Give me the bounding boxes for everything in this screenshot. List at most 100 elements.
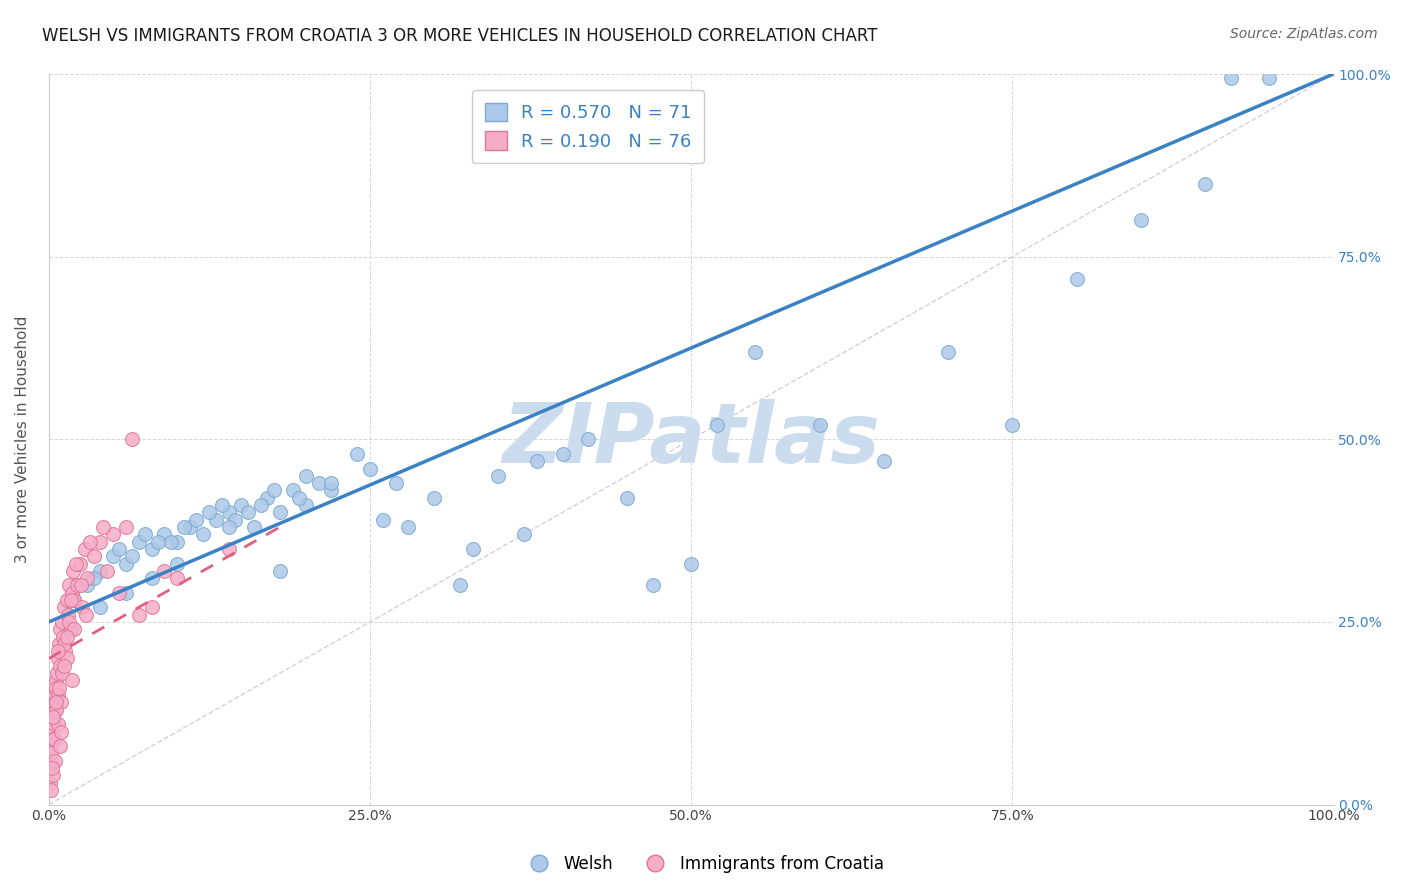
Legend: R = 0.570   N = 71, R = 0.190   N = 76: R = 0.570 N = 71, R = 0.190 N = 76 — [472, 90, 704, 163]
Point — [576, 433, 599, 447]
Point — [76, 578, 98, 592]
Point — [51, 666, 73, 681]
Point — [91, 520, 114, 534]
Point — [101, 527, 124, 541]
Point — [141, 541, 163, 556]
Point — [45, 673, 67, 688]
Point — [146, 534, 169, 549]
Point — [39, 783, 62, 797]
Point — [198, 505, 221, 519]
Point — [55, 593, 77, 607]
Point — [49, 739, 72, 754]
Point — [1001, 417, 1024, 432]
Point — [204, 513, 226, 527]
Point — [308, 476, 330, 491]
Point — [69, 557, 91, 571]
Point — [44, 703, 66, 717]
Point — [808, 417, 831, 432]
Point — [48, 681, 70, 695]
Point — [51, 615, 73, 629]
Point — [83, 549, 105, 564]
Point — [321, 483, 343, 498]
Point — [173, 520, 195, 534]
Text: WELSH VS IMMIGRANTS FROM CROATIA 3 OR MORE VEHICLES IN HOUSEHOLD CORRELATION CHA: WELSH VS IMMIGRANTS FROM CROATIA 3 OR MO… — [42, 27, 877, 45]
Point — [49, 695, 72, 709]
Point — [191, 527, 214, 541]
Point — [423, 491, 446, 505]
Point — [128, 534, 150, 549]
Point — [56, 630, 79, 644]
Point — [294, 498, 316, 512]
Point — [41, 710, 63, 724]
Point — [48, 688, 70, 702]
Point — [39, 739, 62, 754]
Point — [616, 491, 638, 505]
Point — [269, 564, 291, 578]
Point — [45, 695, 67, 709]
Point — [166, 571, 188, 585]
Point — [1066, 271, 1088, 285]
Point — [1219, 70, 1241, 85]
Point — [321, 476, 343, 491]
Point — [89, 564, 111, 578]
Point — [744, 344, 766, 359]
Point — [179, 520, 201, 534]
Point — [128, 607, 150, 622]
Point — [63, 593, 86, 607]
Point — [114, 586, 136, 600]
Point — [681, 557, 703, 571]
Point — [384, 476, 406, 491]
Point — [256, 491, 278, 505]
Point — [159, 534, 181, 549]
Point — [65, 557, 87, 571]
Point — [83, 571, 105, 585]
Point — [42, 731, 65, 746]
Point — [39, 775, 62, 789]
Point — [42, 710, 65, 724]
Legend: Welsh, Immigrants from Croatia: Welsh, Immigrants from Croatia — [516, 848, 890, 880]
Point — [166, 557, 188, 571]
Point — [63, 593, 86, 607]
Point — [46, 666, 69, 681]
Point — [66, 578, 89, 592]
Point — [359, 461, 381, 475]
Point — [346, 447, 368, 461]
Point — [398, 520, 420, 534]
Point — [108, 586, 131, 600]
Point — [41, 747, 63, 761]
Point — [75, 607, 97, 622]
Point — [53, 600, 76, 615]
Point — [45, 703, 67, 717]
Point — [218, 505, 240, 519]
Point — [114, 520, 136, 534]
Point — [48, 658, 70, 673]
Point — [60, 673, 83, 688]
Point — [141, 571, 163, 585]
Point — [76, 571, 98, 585]
Point — [48, 644, 70, 658]
Point — [53, 637, 76, 651]
Point — [249, 498, 271, 512]
Point — [121, 433, 143, 447]
Point — [62, 564, 84, 578]
Point — [294, 468, 316, 483]
Point — [114, 557, 136, 571]
Point — [55, 644, 77, 658]
Point — [58, 615, 80, 629]
Point — [60, 593, 83, 607]
Point — [70, 578, 93, 592]
Point — [41, 768, 63, 782]
Point — [70, 600, 93, 615]
Point — [45, 681, 67, 695]
Point — [46, 651, 69, 665]
Point — [44, 754, 66, 768]
Point — [706, 417, 728, 432]
Point — [166, 534, 188, 549]
Point — [60, 586, 83, 600]
Text: ZIPatlas: ZIPatlas — [502, 399, 880, 480]
Point — [41, 724, 63, 739]
Point — [486, 468, 509, 483]
Point — [141, 600, 163, 615]
Point — [49, 622, 72, 636]
Point — [96, 564, 118, 578]
